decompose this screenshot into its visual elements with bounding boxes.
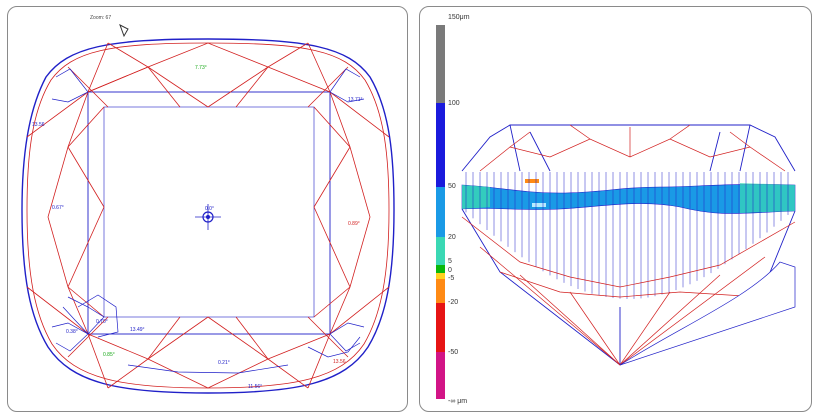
scale-label: -20 bbox=[448, 299, 458, 306]
top-view-diagram: Zoom: 67 bbox=[21, 15, 395, 394]
scale-label: -5 bbox=[448, 275, 454, 282]
label-bottom-right: 13.56 bbox=[333, 359, 346, 365]
label-bottom-low: 11.56° bbox=[248, 384, 262, 390]
label-bl-2: 0.70° bbox=[96, 319, 108, 325]
side-view-panel: 150μm 100 50 20 5 0 -5 -20 -50 -∞ μm bbox=[419, 6, 812, 412]
scale-segment bbox=[436, 279, 445, 303]
pavilion-facets bbox=[461, 216, 796, 366]
scale-segment bbox=[436, 265, 445, 273]
label-top-center: 7.73° bbox=[195, 65, 207, 71]
label-left-mid: 0.67° bbox=[52, 205, 64, 211]
cursor-icon bbox=[119, 23, 129, 38]
pavilion-shadow bbox=[619, 261, 796, 366]
label-bottom-center: 0.21° bbox=[218, 360, 230, 366]
scale-label: -∞ μm bbox=[448, 398, 467, 405]
scale-label: 50 bbox=[448, 183, 456, 190]
scale-segment bbox=[436, 103, 445, 187]
scale-segment bbox=[436, 352, 445, 399]
scale-segment bbox=[436, 303, 445, 352]
label-right-upper: 13.71° bbox=[348, 97, 363, 103]
zoom-readout: Zoom: 67 bbox=[90, 15, 111, 21]
label-bl-1: 0.38° bbox=[66, 329, 78, 335]
scale-label: 100 bbox=[448, 100, 460, 107]
girdle-marker bbox=[532, 203, 546, 207]
scale-segment bbox=[436, 25, 445, 103]
scale-label: 20 bbox=[448, 234, 456, 241]
center-crosshair bbox=[195, 204, 221, 230]
inner-square bbox=[103, 106, 315, 318]
label-right-mid: 0.89° bbox=[348, 221, 360, 227]
girdle-lines bbox=[465, 172, 789, 299]
label-bl-3: 13.49° bbox=[130, 327, 145, 333]
label-left-upper: 13.56 bbox=[32, 122, 45, 128]
table-outline bbox=[87, 91, 331, 335]
girdle-hotspot bbox=[525, 179, 539, 183]
girdle-band-edge-right bbox=[740, 183, 795, 213]
color-scale-bar bbox=[436, 25, 445, 399]
label-center: 0.0° bbox=[205, 206, 214, 212]
pavilion-outline bbox=[461, 208, 796, 366]
girdle-outline bbox=[21, 38, 395, 394]
scale-label: 0 bbox=[448, 267, 452, 274]
top-view-panel: Zoom: 67 bbox=[7, 6, 408, 412]
scale-label: 150μm bbox=[448, 14, 470, 21]
scale-label: 5 bbox=[448, 258, 452, 265]
corner-facets bbox=[51, 68, 365, 374]
crown-facets-red bbox=[479, 124, 786, 172]
girdle-band-edge-left bbox=[462, 185, 490, 209]
scale-segment bbox=[436, 187, 445, 237]
scale-segment bbox=[436, 273, 445, 279]
scale-label: -50 bbox=[448, 349, 458, 356]
scale-segment bbox=[436, 237, 445, 265]
label-bl-green: 0.85° bbox=[103, 352, 115, 358]
